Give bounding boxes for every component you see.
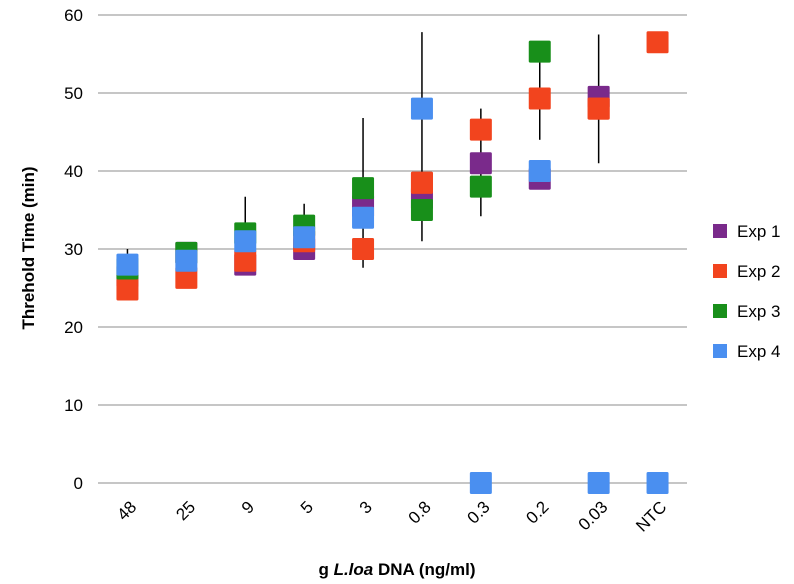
x-tick-label: 0.2 xyxy=(522,497,552,527)
x-tick-label: 5 xyxy=(297,497,317,517)
data-point-exp-3 xyxy=(528,40,551,63)
data-point-exp-4 xyxy=(646,472,669,494)
legend-label: Exp 2 xyxy=(737,262,780,281)
data-point-exp-2 xyxy=(410,171,433,194)
legend: Exp 1 Exp 2 Exp 3 Exp 4 xyxy=(713,222,780,361)
x-axis-title-suffix: DNA (ng/ml) xyxy=(373,560,475,579)
data-point-exp-2 xyxy=(352,238,375,260)
data-point-exp-4 xyxy=(352,206,375,229)
data-point-exp-4 xyxy=(587,472,610,494)
y-tick-label: 30 xyxy=(64,240,83,259)
x-tick-label: 0.8 xyxy=(405,497,435,527)
x-axis-title: g L.loa DNA (ng/ml) xyxy=(318,560,475,579)
x-tick-label: 25 xyxy=(172,497,199,524)
x-tick-label: NTC xyxy=(632,497,670,535)
y-tick-label: 0 xyxy=(74,474,83,493)
y-axis-title: Threhold Time (min) xyxy=(19,166,38,329)
data-point-exp-2 xyxy=(175,266,198,289)
data-point-exp-3 xyxy=(469,175,492,198)
x-tick-label: 0.3 xyxy=(464,497,494,527)
data-point-exp-1 xyxy=(469,152,492,175)
x-tick-label: 9 xyxy=(238,497,258,517)
data-point-exp-4 xyxy=(469,472,492,494)
x-axis-title-species: L.loa xyxy=(334,560,374,579)
x-tick-label: 3 xyxy=(356,497,376,517)
legend-label: Exp 4 xyxy=(737,342,780,361)
data-point-exp-4 xyxy=(528,160,551,182)
data-point-exp-4 xyxy=(410,97,433,120)
legend-label: Exp 3 xyxy=(737,302,780,321)
y-tick-label: 60 xyxy=(64,6,83,25)
data-point-exp-3 xyxy=(410,199,433,221)
data-point-exp-2 xyxy=(587,97,610,120)
x-tick-labels: 48 25 9 5 3 0.8 0.3 0.2 0.03 NTC xyxy=(113,497,670,535)
y-tick-label: 50 xyxy=(64,84,83,103)
data-point-exp-2 xyxy=(528,87,551,110)
data-points xyxy=(116,31,669,494)
x-tick-label: 0.03 xyxy=(575,497,612,534)
x-axis-title-prefix: g xyxy=(318,560,333,579)
legend-swatch xyxy=(713,344,727,358)
data-point-exp-3 xyxy=(352,177,375,200)
legend-swatch xyxy=(713,224,727,238)
y-tick-label: 10 xyxy=(64,396,83,415)
data-point-exp-4 xyxy=(116,253,139,276)
data-point-exp-2 xyxy=(234,249,257,272)
data-point-exp-2 xyxy=(469,118,492,141)
data-point-exp-4 xyxy=(234,230,257,253)
data-point-exp-4 xyxy=(293,226,316,249)
y-tick-labels: 0 10 20 30 40 50 60 xyxy=(64,6,83,493)
data-point-exp-2 xyxy=(116,278,139,301)
legend-swatch xyxy=(713,264,727,278)
y-tick-label: 40 xyxy=(64,162,83,181)
y-tick-label: 20 xyxy=(64,318,83,337)
data-point-exp-2 xyxy=(646,31,669,54)
data-point-exp-4 xyxy=(175,249,198,272)
x-tick-label: 48 xyxy=(113,497,140,524)
legend-swatch xyxy=(713,304,727,318)
legend-label: Exp 1 xyxy=(737,222,780,241)
